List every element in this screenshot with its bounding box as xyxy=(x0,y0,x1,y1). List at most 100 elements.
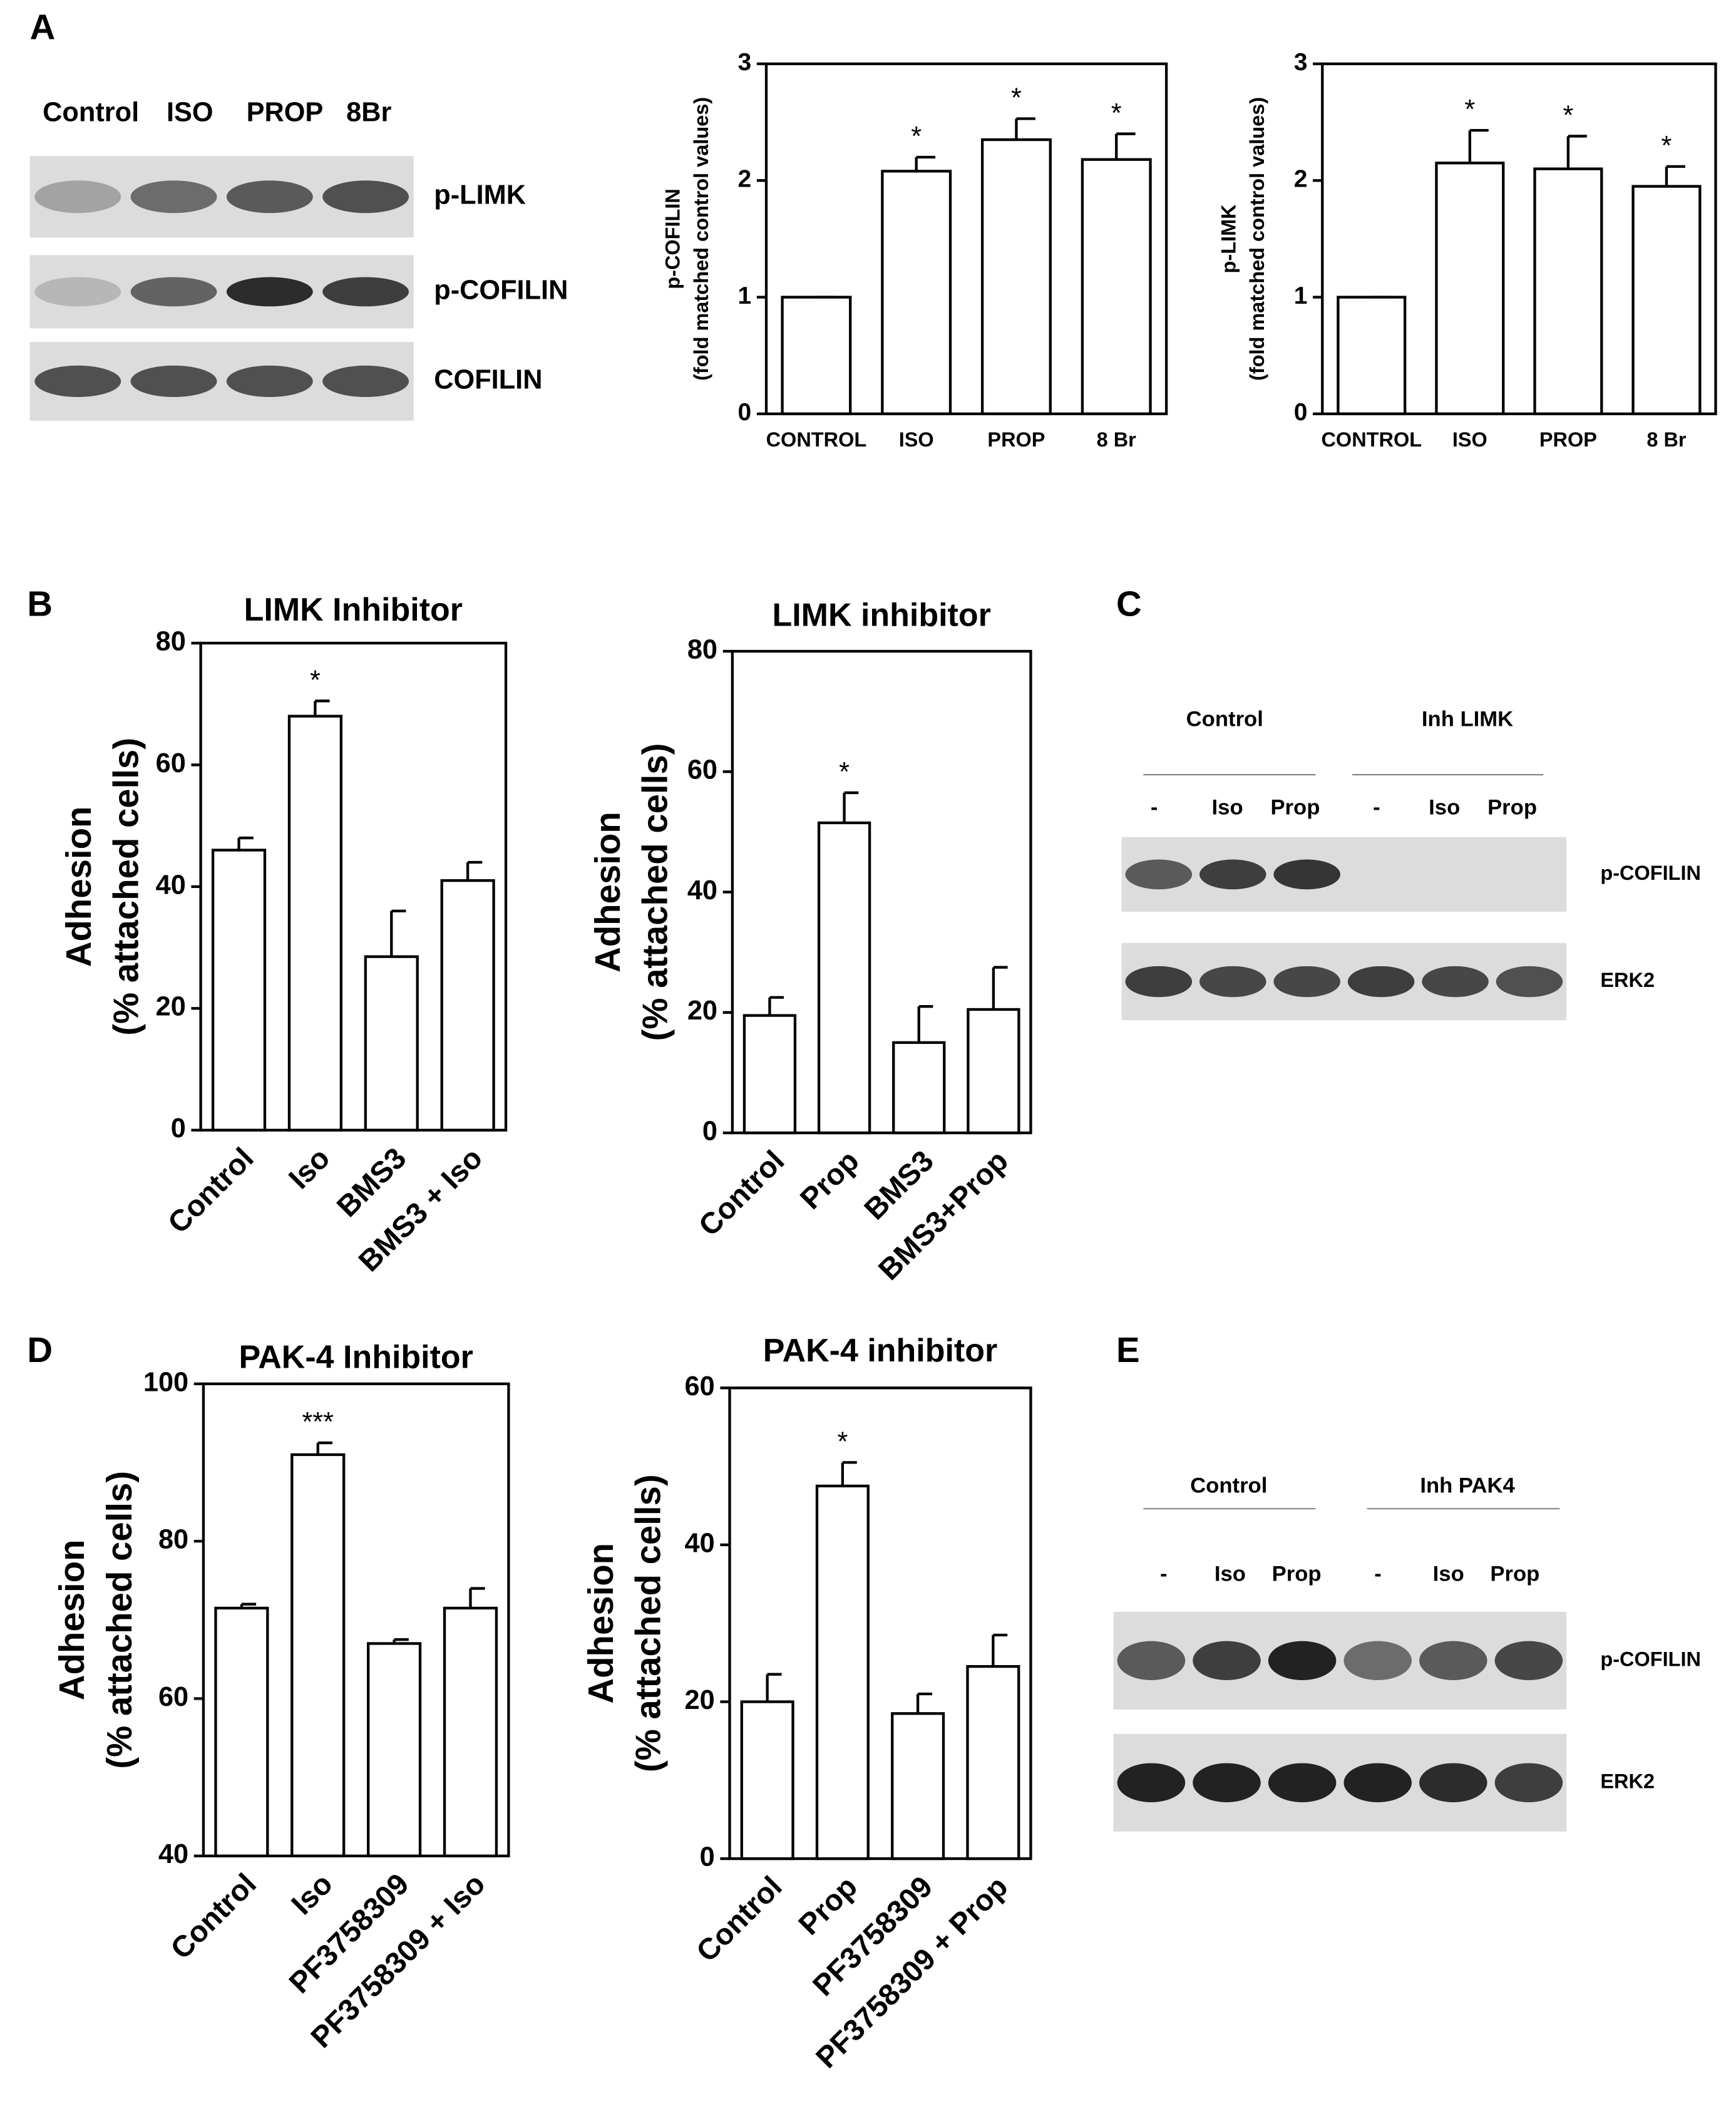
lane-label: - xyxy=(1160,1562,1168,1586)
row-label: p-COFILIN xyxy=(1600,862,1701,884)
bar xyxy=(1631,185,1702,416)
y-tick-label: 1 xyxy=(738,282,752,309)
lane-label: Iso xyxy=(1433,1562,1464,1586)
bar xyxy=(967,1008,1020,1135)
significance-marker: * xyxy=(837,1427,848,1457)
panel-letter: C xyxy=(1116,584,1142,623)
chart-title: PAK-4 inhibitor xyxy=(763,1333,997,1369)
y-tick-label: 0 xyxy=(700,1842,715,1872)
y-tick-label: 0 xyxy=(1294,399,1308,426)
blot-band xyxy=(1125,966,1193,998)
lane-label: ISO xyxy=(167,98,213,128)
y-axis-label: Adhesion xyxy=(52,1540,91,1701)
x-tick-label: Iso xyxy=(282,1142,336,1195)
bar xyxy=(891,1712,945,1860)
blot-band xyxy=(1419,1763,1487,1802)
blot-band xyxy=(130,277,217,307)
y-tick-label: 80 xyxy=(158,1525,188,1555)
y-tick-label: 60 xyxy=(158,1682,188,1712)
group-label: Control xyxy=(1190,1474,1267,1498)
blot-band xyxy=(1273,859,1340,890)
blot-strip xyxy=(1121,837,1567,912)
lane-label: - xyxy=(1374,1562,1382,1586)
blot-band xyxy=(1347,966,1415,998)
y-axis-label: (% attached cells) xyxy=(106,738,146,1036)
significance-marker: * xyxy=(1464,95,1475,125)
x-tick-label: Prop xyxy=(793,1870,864,1941)
blot-band xyxy=(1117,1641,1186,1680)
blot-band xyxy=(226,277,313,307)
y-tick-label: 0 xyxy=(738,399,752,426)
x-tick-label: BMS3+Prop xyxy=(872,1144,1015,1287)
lane-label: Prop xyxy=(1487,795,1537,819)
plot-frame xyxy=(202,1382,510,1857)
bar xyxy=(364,955,419,1132)
x-tick-label: CONTROL xyxy=(766,428,867,451)
plot-frame xyxy=(728,1386,1032,1860)
blot-band xyxy=(1343,1641,1412,1680)
y-tick-label: 40 xyxy=(156,870,186,900)
x-tick-label: 8 Br xyxy=(1646,428,1687,451)
blot-band xyxy=(34,180,121,214)
bar xyxy=(740,1700,794,1860)
lane-label: PROP xyxy=(247,98,324,128)
blot-band xyxy=(1496,966,1563,998)
blot-band xyxy=(130,365,217,398)
x-tick-label: Control xyxy=(690,1870,788,1968)
x-tick-label: Prop xyxy=(794,1144,865,1215)
blot-band xyxy=(1125,859,1193,890)
y-tick-label: 1 xyxy=(1294,282,1308,309)
blot-band xyxy=(322,365,409,398)
blot-band xyxy=(1193,1641,1261,1680)
bar xyxy=(892,1041,946,1135)
bar xyxy=(1081,158,1152,416)
significance-marker: * xyxy=(1111,98,1122,128)
plot-frame xyxy=(731,649,1032,1135)
y-tick-label: 20 xyxy=(685,1685,715,1715)
x-tick-label: CONTROL xyxy=(1321,428,1422,451)
blot-band xyxy=(1268,1641,1337,1680)
lane-label: 8Br xyxy=(346,98,391,128)
y-axis-label: (% attached cells) xyxy=(629,1474,668,1772)
lane-label: Control xyxy=(43,98,139,128)
y-tick-label: 2 xyxy=(738,166,752,193)
panel-letter: A xyxy=(30,8,56,47)
blot-band xyxy=(1199,966,1266,998)
group-label: Control xyxy=(1186,708,1263,731)
lane-label: Prop xyxy=(1490,1562,1539,1586)
blot-band xyxy=(1117,1763,1186,1802)
blot-band xyxy=(1273,966,1340,998)
y-tick-label: 60 xyxy=(156,748,186,778)
y-tick-label: 3 xyxy=(1294,49,1308,76)
x-tick-label: PROP xyxy=(1539,428,1597,451)
blot-band xyxy=(130,180,217,214)
bar xyxy=(367,1642,422,1857)
blot-strip xyxy=(1113,1733,1567,1832)
blot-strip xyxy=(1121,942,1567,1021)
lane-label: Prop xyxy=(1270,795,1320,819)
row-label: COFILIN xyxy=(434,364,542,395)
y-axis-label: p-COFILIN xyxy=(661,188,684,289)
x-tick-label: PROP xyxy=(987,428,1045,451)
panel-letter: B xyxy=(27,584,53,623)
x-tick-label: Control xyxy=(692,1144,791,1242)
y-tick-label: 2 xyxy=(1294,166,1308,193)
group-label: Inh PAK4 xyxy=(1420,1474,1515,1498)
x-tick-label: Control xyxy=(165,1867,263,1966)
y-axis-label: Adhesion xyxy=(59,807,98,968)
bar xyxy=(290,1453,346,1857)
blot-band xyxy=(226,180,313,214)
bar xyxy=(443,1606,498,1857)
y-axis-label: Adhesion xyxy=(588,812,627,973)
y-tick-label: 100 xyxy=(143,1367,188,1397)
bar xyxy=(440,879,495,1132)
y-axis-label: (fold matched control values) xyxy=(1246,97,1268,381)
significance-marker: *** xyxy=(302,1407,334,1437)
bar xyxy=(1435,162,1505,416)
x-tick-label: Control xyxy=(162,1142,260,1240)
plot-frame xyxy=(764,62,1168,416)
blot-band xyxy=(322,277,409,307)
bar xyxy=(781,296,852,416)
lane-label: Prop xyxy=(1272,1562,1322,1586)
